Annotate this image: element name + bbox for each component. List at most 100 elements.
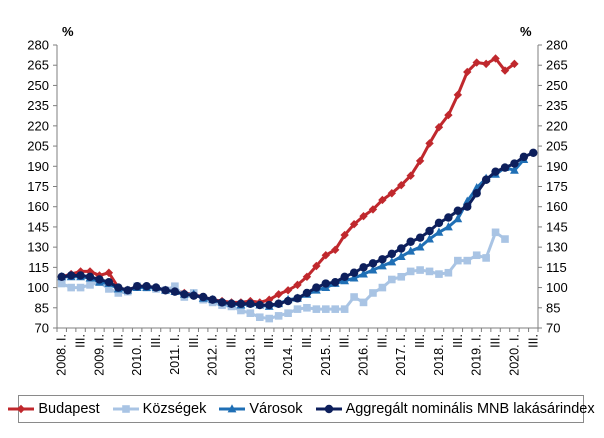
data-point [324,404,333,414]
data-point [236,299,246,308]
data-point [510,159,519,168]
data-point [415,233,425,242]
legend-entry: Budapest [7,401,100,417]
data-point [510,59,519,69]
line-chart: % % 70 85 100 115 130 145 160 175 190 205 220 235 25… [27,24,568,376]
data-point [321,279,330,288]
y-tick-label: 115 [28,260,49,275]
data-point [472,251,481,260]
data-point [500,163,510,172]
y-tick-label: 265 [546,58,568,73]
x-tick-label: III. [224,334,238,348]
x-tick-label: III. [375,334,389,348]
legend-label: Községek [142,401,207,417]
x-tick-label: 2011. I. [168,334,182,375]
data-point [444,110,453,120]
y-tick-labels-left: 70 85 100 115 130 145 160 175 190 205 220 235 250 265… [27,38,49,336]
data-point [104,268,114,277]
data-point [482,254,490,262]
series-1 [57,54,519,307]
data-point [397,272,406,281]
y-tick-label: 100 [27,280,49,295]
data-point [57,279,66,288]
y-tick-label: 220 [27,118,49,133]
data-point [387,189,397,198]
data-point [396,251,406,260]
data-point [444,222,453,231]
x-tick-label: III. [262,334,276,348]
data-point [350,293,358,301]
data-point [171,282,179,291]
data-point [293,280,302,290]
x-tick-label: 2008. I. [55,334,69,376]
y-tick-label: 190 [546,159,568,174]
data-point [227,404,237,413]
x-tick-label: 2017. I. [394,334,408,376]
axes [53,44,542,332]
data-point [406,237,415,246]
left-unit-label: % [62,24,74,39]
data-point [397,244,406,253]
data-point [321,305,330,313]
y-tick-label: 160 [546,199,568,214]
y-tick-label: 85 [35,300,49,315]
x-tick-label: 2016. I. [357,334,371,376]
x-tick-label: 2018. I. [432,334,446,376]
data-point [283,286,293,295]
data-point [453,90,463,100]
data-point [151,283,161,292]
data-point [425,226,434,236]
data-point [463,202,472,211]
data-point [387,257,397,266]
data-point [519,152,529,162]
data-point [67,283,75,292]
data-point [425,267,434,276]
y-tick-label: 145 [546,219,568,234]
data-point [170,287,180,296]
data-point [397,180,406,190]
data-point [114,289,123,297]
legend-swatch [112,405,139,413]
data-point [359,298,368,307]
x-tick-label: 2015. I. [319,334,333,376]
data-point [415,156,425,166]
data-point [378,283,387,292]
data-point [57,272,66,281]
data-point [481,59,491,69]
y-tick-label: 115 [546,260,567,275]
x-tick-label: III. [187,334,201,348]
data-point [293,305,302,313]
x-tick-label: III. [111,334,125,348]
y-tick-label: 85 [546,300,560,315]
y-tick-label: 160 [27,199,49,214]
data-point [378,255,387,264]
data-point [293,294,302,303]
legend: Budapest Községek Városok Aggregált nominál… [8,395,595,423]
y-tick-label: 100 [546,280,568,295]
data-point [501,235,509,243]
data-point [453,206,463,215]
y-tick-label: 250 [546,78,568,93]
data-point [237,306,245,315]
data-point [85,272,95,281]
data-point [255,300,264,310]
data-point [463,67,472,77]
x-tick-label: III. [451,334,465,348]
data-point [472,58,481,67]
data-point [189,291,198,300]
data-point [435,270,443,278]
data-point [303,303,311,312]
data-point [444,213,453,222]
legend-label: Budapest [38,401,100,417]
y-tick-label: 280 [546,38,568,53]
data-point [95,275,104,284]
x-tick-label: III. [74,334,88,348]
y-tick-label: 205 [27,139,49,154]
data-point [491,228,500,237]
y-tick-label: 220 [546,118,568,133]
data-point [331,277,340,287]
x-tick-label: 2014. I. [281,334,295,376]
series-group [57,54,538,323]
data-point [340,272,349,281]
y-tick-label: 250 [27,78,49,93]
